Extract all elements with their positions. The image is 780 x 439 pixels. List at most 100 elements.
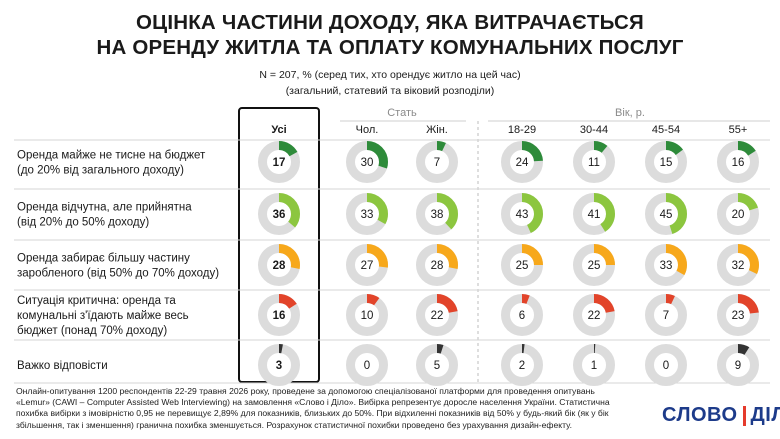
column-header-3: 18-29	[508, 124, 536, 136]
row-label-3-line-0: Ситуація критична: оренда та	[17, 295, 176, 307]
donut-arc-r1-c6	[717, 193, 759, 235]
donut-arc-r0-c0	[258, 141, 300, 183]
value-label-r0-c5: 15	[660, 157, 673, 169]
title-line-2: НА ОРЕНДУ ЖИТЛА ТА ОПЛАТУ КОМУНАЛЬНИХ ПО…	[96, 36, 684, 59]
value-label-r4-c4: 1	[591, 360, 597, 372]
donut-arc-r2-c6	[717, 244, 759, 286]
value-label-r0-c1: 30	[361, 157, 374, 169]
brand-logo: СЛОВО ДІЛО	[662, 404, 780, 427]
value-label-r0-c0: 17	[273, 157, 286, 169]
value-label-r4-c6: 9	[735, 360, 741, 372]
column-header-0: Усі	[271, 124, 286, 136]
column-header-5: 45-54	[652, 124, 680, 136]
row-label-4-line-0: Важко відповісти	[17, 360, 108, 372]
donut-arc-r3-c1	[346, 294, 388, 336]
group-header-0: Стать	[387, 107, 417, 119]
value-label-r3-c4: 22	[588, 310, 601, 322]
value-label-r0-c4: 11	[588, 157, 600, 169]
donut-arc-r2-c5	[645, 244, 687, 286]
donut-arc-r1-c3	[501, 193, 543, 235]
group-header-1: Вік, р.	[615, 107, 645, 119]
value-label-r2-c0: 28	[273, 260, 286, 272]
value-label-r3-c3: 6	[519, 310, 525, 322]
row-label-2-line-1: заробленого (від 50% до 70% доходу)	[17, 268, 219, 280]
chart-subtitle: N = 207, % (серед тих, хто орендує житло…	[0, 67, 780, 99]
value-label-r0-c6: 16	[732, 157, 745, 169]
value-label-r2-c5: 33	[660, 260, 673, 272]
donut-arc-r0-c1	[346, 141, 388, 183]
value-label-r4-c1: 0	[364, 360, 370, 372]
subtitle-line-2: (загальний, статевий та віковий розподіл…	[285, 85, 495, 97]
value-label-r3-c0: 16	[273, 310, 286, 322]
value-label-r2-c4: 25	[588, 260, 601, 272]
value-label-r3-c5: 7	[663, 310, 669, 322]
donut-arc-r2-c0	[258, 244, 300, 286]
value-label-r1-c3: 43	[516, 209, 529, 221]
donut-arc-r3-c5	[645, 294, 687, 336]
chart-title: ОЦІНКА ЧАСТИНИ ДОХОДУ, ЯКА ВИТРАЧАЄТЬСЯ …	[0, 10, 780, 60]
donut-arc-r3-c3	[501, 294, 543, 336]
donut-arc-r4-c2	[416, 344, 458, 386]
value-label-r0-c3: 24	[516, 157, 529, 169]
donut-arc-r1-c5	[645, 193, 687, 235]
value-label-r1-c4: 41	[588, 209, 601, 221]
donut-arc-r0-c6	[717, 141, 759, 183]
donut-track-r4-c5	[645, 344, 687, 386]
value-label-r3-c1: 10	[361, 310, 374, 322]
column-header-4: 30-44	[580, 124, 608, 136]
donut-arc-r1-c2	[416, 193, 458, 235]
value-label-r4-c3: 2	[519, 360, 525, 372]
donut-arc-r4-c0	[258, 344, 300, 386]
logo-word-left: СЛОВО	[662, 404, 738, 426]
value-label-r2-c1: 27	[361, 260, 374, 272]
value-label-r3-c6: 23	[732, 310, 745, 322]
value-label-r4-c2: 5	[434, 360, 440, 372]
row-label-1-line-0: Оренда відчутна, але прийнятна	[17, 202, 192, 214]
donut-arc-r0-c2	[416, 141, 458, 183]
value-label-r2-c3: 25	[516, 260, 529, 272]
subtitle-line-1: N = 207, % (серед тих, хто орендує житло…	[259, 69, 521, 81]
donut-arc-r3-c0	[258, 294, 300, 336]
column-header-6: 55+	[729, 124, 748, 136]
title-line-1: ОЦІНКА ЧАСТИНИ ДОХОДУ, ЯКА ВИТРАЧАЄТЬСЯ	[136, 11, 644, 34]
donut-arc-r3-c2	[416, 294, 458, 336]
donut-arc-r1-c1	[346, 193, 388, 235]
methodology-note: Онлайн-опитування 1200 респондентів 22-2…	[16, 386, 610, 430]
logo-word-right: ДІЛО	[750, 404, 780, 426]
donut-arc-r2-c3	[501, 244, 543, 286]
value-label-r2-c6: 32	[732, 260, 745, 272]
donut-arc-r2-c4	[573, 244, 615, 286]
donut-arc-r4-c4	[573, 344, 615, 386]
value-label-r1-c1: 33	[361, 209, 374, 221]
donut-arc-r1-c0	[258, 193, 300, 235]
donut-arc-r2-c1	[346, 244, 388, 286]
row-label-3-line-1: комунальні з'їдають майже весь	[17, 310, 189, 322]
value-label-r1-c6: 20	[732, 209, 745, 221]
value-label-r3-c2: 22	[431, 310, 444, 322]
row-label-2-line-0: Оренда забирає більшу частину	[17, 253, 190, 265]
value-label-r4-c5: 0	[663, 360, 669, 372]
value-label-r1-c0: 36	[273, 209, 286, 221]
row-label-3-line-2: бюджет (понад 70% доходу)	[17, 325, 167, 337]
donut-arc-r0-c3	[501, 141, 543, 183]
value-label-r1-c5: 45	[660, 209, 673, 221]
value-label-r1-c2: 38	[431, 209, 444, 221]
value-label-r4-c0: 3	[276, 360, 282, 372]
donut-arc-r1-c4	[573, 193, 615, 235]
donut-track-r4-c1	[346, 344, 388, 386]
row-label-0-line-0: Оренда майже не тисне на бюджет	[17, 150, 206, 162]
column-header-2: Жін.	[426, 124, 448, 136]
donut-arc-r4-c6	[717, 344, 759, 386]
donut-arc-r0-c4	[573, 141, 615, 183]
donut-arc-r0-c5	[645, 141, 687, 183]
logo-separator	[742, 405, 746, 426]
donut-arc-r3-c6	[717, 294, 759, 336]
value-label-r2-c2: 28	[431, 260, 444, 272]
column-header-1: Чол.	[356, 124, 379, 136]
donut-arc-r3-c4	[573, 294, 615, 336]
value-label-r0-c2: 7	[434, 157, 440, 169]
row-label-0-line-1: (до 20% від загального доходу)	[17, 165, 184, 177]
row-label-1-line-1: (від 20% до 50% доходу)	[17, 217, 149, 229]
donut-arc-r2-c2	[416, 244, 458, 286]
